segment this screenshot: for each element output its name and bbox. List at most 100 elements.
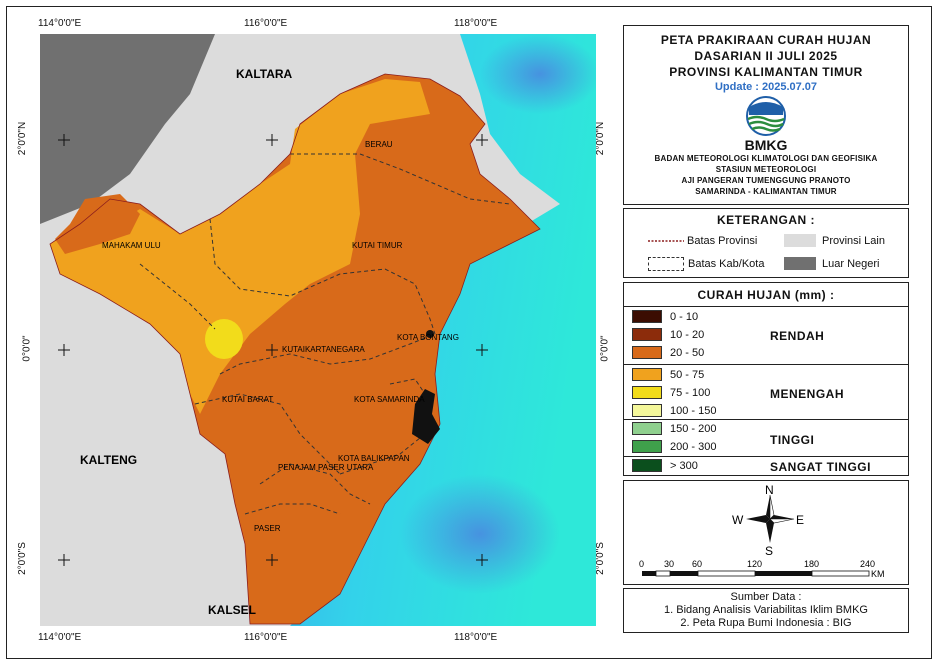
- rain-class-swatch: [632, 422, 662, 435]
- compass-s: S: [765, 544, 773, 558]
- legend-batas-kab: Batas Kab/Kota: [648, 257, 764, 271]
- label-penajam: PENAJAM PASER UTARA: [278, 463, 374, 472]
- legend-batas-kab-label: Batas Kab/Kota: [688, 258, 765, 270]
- label-kaltara: KALTARA: [236, 67, 293, 81]
- axis-left-0: 0°0'0": [21, 335, 33, 362]
- map-title-line1: PETA PRAKIRAAN CURAH HUJAN: [660, 33, 872, 47]
- legend-luar-negeri: Luar Negeri: [784, 257, 879, 270]
- curah-hujan-panel: CURAH HUJAN (mm) : 0 - 10 10 - 20 20 - 50 5…: [623, 282, 909, 476]
- separator: [624, 306, 908, 307]
- map-title-line3: PROVINSI KALIMANTAN TIMUR: [669, 65, 863, 79]
- category-rendah: RENDAH: [770, 329, 825, 343]
- separator: [624, 364, 908, 365]
- compass-rose-icon: [746, 494, 795, 543]
- rain-class-swatch: [632, 368, 662, 381]
- dashed-box-icon: [648, 257, 684, 271]
- agency-line2: STASIUN METEOROLOGI: [715, 165, 817, 174]
- update-date: Update : 2025.07.07: [714, 81, 818, 93]
- bmkg-wordmark: BMKG: [744, 137, 788, 153]
- axis-right-2n: 2°0'0"N: [595, 121, 607, 156]
- keterangan-panel: KETERANGAN : Batas Provinsi Batas Kab/Ko…: [623, 208, 909, 278]
- delta-islands: [412, 330, 440, 444]
- source-item1: 1. Bidang Analisis Variabilitas Iklim BM…: [664, 604, 868, 616]
- kaltim-50-75-zone: [50, 79, 430, 414]
- label-paser: PASER: [254, 524, 281, 533]
- rain-class-label: 75 - 100: [670, 386, 711, 399]
- legend-provinsi-lain-label: Provinsi Lain: [822, 234, 885, 247]
- curah-hujan-title: CURAH HUJAN (mm) :: [697, 288, 835, 302]
- scale-tick-60: 60: [692, 559, 702, 569]
- rain-class-label: 0 - 10: [670, 310, 699, 323]
- separator: [624, 456, 908, 457]
- luar-negeri-area: [40, 34, 215, 224]
- scale-tick-180: 180: [804, 559, 819, 569]
- source-item2: 2. Peta Rupa Bumi Indonesia : BIG: [680, 617, 852, 629]
- mahakam-ulu-orange: [55, 194, 140, 254]
- label-kota-bontang: KOTA BONTANG: [397, 333, 459, 342]
- rain-class-row: 10 - 20: [632, 328, 704, 341]
- rain-class-row: 50 - 75: [632, 368, 704, 381]
- legend-batas-provinsi: Batas Provinsi: [648, 235, 757, 247]
- axis-top-116: 116°0'0"E: [244, 18, 288, 29]
- rain-class-swatch: [632, 386, 662, 399]
- rain-class-label: 10 - 20: [670, 328, 705, 341]
- compass-e: E: [796, 513, 804, 527]
- category-sangat-tinggi: SANGAT TINGGI: [770, 460, 871, 474]
- rain-class-row: 75 - 100: [632, 386, 710, 399]
- label-kutai-kartanegara: KUTAIKARTANEGARA: [282, 345, 365, 354]
- axis-left-2s: 2°0'0"S: [16, 542, 28, 575]
- scale-unit: KM: [871, 569, 885, 579]
- compass-w: W: [732, 513, 744, 527]
- province-boundary: [49, 73, 541, 625]
- dotted-line-icon: [648, 240, 684, 242]
- label-kutai-timur: KUTAI TIMUR: [352, 241, 403, 250]
- axis-bottom-118: 118°0'0"E: [454, 632, 498, 643]
- rainfall-map: KALTARA KALTENG KALSEL BERAU MAHAKAM ULU…: [40, 34, 596, 626]
- rain-class-label: 200 - 300: [670, 440, 717, 453]
- agency-line4: SAMARINDA - KALIMANTAN TIMUR: [695, 187, 837, 196]
- rain-class-swatch: [632, 346, 662, 359]
- legend-luar-negeri-label: Luar Negeri: [822, 257, 880, 270]
- sea-deep-spot-north: [480, 34, 596, 114]
- axis-top-118: 118°0'0"E: [454, 18, 498, 29]
- keterangan-title: KETERANGAN :: [717, 213, 815, 227]
- legend-provinsi-lain: Provinsi Lain: [784, 234, 885, 247]
- agency-line3: AJI PANGERAN TUMENGGUNG PRANOTO: [681, 176, 851, 185]
- grey-swatch: [784, 234, 816, 247]
- label-kutai-barat: KUTAI BARAT: [222, 395, 273, 404]
- rain-class-swatch: [632, 459, 662, 472]
- rain-class-swatch: [632, 310, 662, 323]
- label-mahakam-ulu: MAHAKAM ULU: [102, 241, 161, 250]
- agency-line1: BADAN METEOROLOGI KLIMATOLOGI DAN GEOFIS…: [654, 154, 878, 163]
- sea-deep-spot: [400, 474, 560, 594]
- axis-bottom-114: 114°0'0"E: [38, 632, 82, 643]
- title-panel: PETA PRAKIRAAN CURAH HUJAN DASARIAN II J…: [623, 25, 909, 205]
- rain-class-swatch: [632, 404, 662, 417]
- compass-scale-panel: N S W E 0 30 60 120 180 240 KM: [623, 480, 909, 585]
- axis-left-2n: 2°0'0"N: [17, 121, 29, 156]
- rain-class-label: 50 - 75: [670, 368, 705, 381]
- label-kalsel: KALSEL: [208, 603, 256, 617]
- scale-tick-0: 0: [639, 559, 644, 569]
- rain-class-row: > 300: [632, 459, 698, 472]
- axis-bottom-116: 116°0'0"E: [244, 632, 288, 643]
- graticule-crosses: [58, 134, 488, 566]
- rain-class-row: 100 - 150: [632, 404, 716, 417]
- category-menengah: MENENGAH: [770, 387, 845, 401]
- bmkg-logo-icon: [746, 96, 786, 136]
- scale-tick-30: 30: [664, 559, 674, 569]
- map-frame: [6, 6, 932, 659]
- rain-class-row: 0 - 10: [632, 310, 698, 323]
- axis-top-114: 114°0'0"E: [38, 18, 82, 29]
- rain-class-label: 100 - 150: [670, 404, 717, 417]
- rain-class-swatch: [632, 440, 662, 453]
- scale-tick-240: 240: [860, 559, 875, 569]
- rain-class-row: 20 - 50: [632, 346, 704, 359]
- dark-swatch: [784, 257, 816, 270]
- separator: [624, 419, 908, 420]
- rain-class-row: 200 - 300: [632, 440, 716, 453]
- scale-bar: [642, 570, 870, 577]
- rain-class-label: 150 - 200: [670, 422, 717, 435]
- label-kalteng: KALTENG: [80, 453, 137, 467]
- scale-tick-120: 120: [747, 559, 762, 569]
